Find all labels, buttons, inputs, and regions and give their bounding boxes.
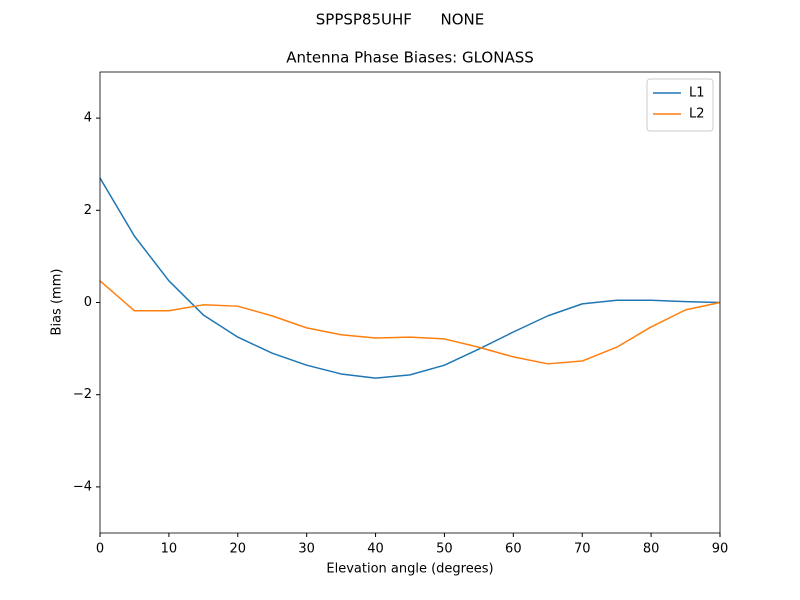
line-series	[99, 280, 721, 365]
plot-frame	[99, 71, 721, 534]
y-axis-label: Bias (mm)	[50, 269, 65, 336]
x-tick-label: 30	[298, 542, 315, 557]
y-tick-label: −4	[73, 479, 92, 494]
y-tick-label: 2	[84, 203, 92, 218]
x-tick-label: 90	[712, 542, 729, 557]
x-tick-label: 40	[367, 542, 384, 557]
x-tick-label: 60	[505, 542, 522, 557]
suptitle: SPPSP85UHF NONE	[316, 11, 485, 29]
legend-label: L2	[689, 107, 705, 122]
chart-title: Antenna Phase Biases: GLONASS	[286, 49, 534, 67]
x-tick-label: 50	[436, 542, 453, 557]
legend-label: L1	[689, 86, 705, 101]
y-tick-label: −2	[73, 387, 92, 402]
y-tick-label: 0	[84, 295, 92, 310]
x-axis-label: Elevation angle (degrees)	[326, 562, 493, 577]
x-tick-label: 80	[643, 542, 660, 557]
x-tick-label: 70	[574, 542, 591, 557]
y-tick-label: 4	[84, 111, 92, 126]
x-tick-label: 0	[96, 542, 104, 557]
x-tick-label: 10	[161, 542, 178, 557]
x-tick-label: 20	[230, 542, 247, 557]
legend-box	[646, 78, 714, 132]
line-series	[99, 177, 721, 379]
